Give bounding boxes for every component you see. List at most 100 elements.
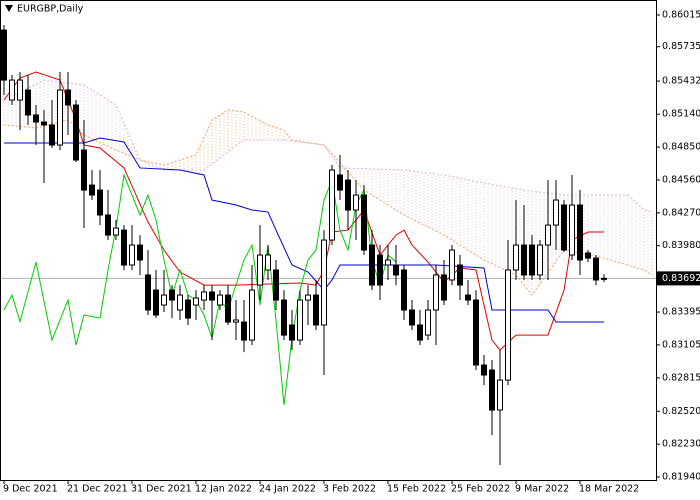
candle-body	[193, 297, 199, 306]
y-tick-label: 0.83980	[662, 240, 700, 251]
y-tick-label: 0.82520	[662, 406, 700, 417]
y-tick-label: 0.85140	[662, 109, 700, 120]
candle-body	[473, 299, 479, 366]
candle-body	[401, 269, 407, 311]
y-tick-label: 0.83105	[662, 339, 700, 350]
candle-body	[233, 319, 239, 323]
plot-frame	[0, 0, 657, 481]
candle-body	[409, 309, 415, 326]
y-tick-label: 0.82815	[662, 372, 700, 383]
candle-body	[513, 244, 519, 271]
candle-body	[417, 324, 423, 341]
candle-body	[209, 291, 215, 301]
candle-body	[81, 149, 87, 191]
plot-area	[0, 25, 656, 466]
candle-body	[521, 244, 527, 276]
candle-body	[225, 294, 231, 323]
x-tick-label: 15 Feb 2022	[387, 484, 446, 495]
candle-body	[561, 204, 567, 251]
x-tick-label: 21 Dec 2021	[67, 484, 128, 495]
candle-body	[121, 229, 127, 266]
chart-title: EURGBP,Daily	[17, 4, 84, 15]
candle-body	[257, 254, 263, 286]
candle-body	[353, 194, 359, 211]
candle-body	[9, 79, 15, 101]
candle-body	[57, 89, 63, 146]
x-tick-label: 3 Feb 2022	[323, 484, 376, 495]
candle-body	[201, 291, 207, 301]
candle-body	[497, 379, 503, 411]
x-tick-label: 12 Jan 2022	[195, 484, 252, 495]
candle-body	[393, 264, 399, 276]
candle-body	[337, 174, 343, 191]
indicator-line	[3, 79, 653, 213]
candle-body	[529, 244, 535, 276]
candle-body	[441, 274, 447, 301]
candle-body	[129, 244, 135, 266]
candle-body	[89, 184, 95, 196]
candle-body	[449, 249, 455, 281]
candle-body	[569, 204, 575, 256]
candle-body	[481, 364, 487, 376]
symbol-icon	[5, 5, 13, 12]
candle-body	[241, 321, 247, 341]
candle-body	[273, 269, 279, 301]
candle-body	[305, 294, 311, 301]
last-price-label: 0.83692	[662, 273, 700, 284]
y-tick-label: 0.86015	[662, 9, 700, 20]
candle-body	[65, 89, 71, 106]
candle-body	[25, 89, 31, 116]
candle-body	[425, 309, 431, 336]
y-tick-label: 0.84270	[662, 207, 700, 218]
candle-body	[105, 214, 111, 236]
last-price-box	[657, 271, 700, 286]
x-tick-label: 25 Feb 2022	[451, 484, 510, 495]
candle-body	[489, 369, 495, 411]
candle-body	[537, 244, 543, 276]
candle-body	[17, 79, 23, 101]
candle-body	[41, 121, 47, 126]
candle-body	[297, 299, 303, 341]
y-tick-label: 0.85735	[662, 41, 700, 52]
candle-body	[97, 189, 103, 216]
candle-body	[585, 252, 591, 259]
candle-body	[545, 224, 551, 246]
candle-body	[329, 169, 335, 241]
candle-body	[313, 294, 319, 326]
y-tick-label: 0.85432	[662, 76, 700, 87]
candle-body	[169, 289, 175, 301]
candle-body	[601, 277, 607, 280]
candle-body	[33, 114, 39, 123]
candle-body	[217, 294, 223, 306]
x-tick-label: 18 Mar 2022	[579, 484, 639, 495]
candle-body	[345, 179, 351, 211]
candle-body	[145, 274, 151, 311]
candle-body	[593, 257, 599, 281]
candle-body	[49, 124, 55, 146]
y-tick-label: 0.81940	[662, 472, 700, 483]
y-tick-label: 0.82230	[662, 439, 700, 450]
x-tick-label: 9 Mar 2022	[515, 484, 569, 495]
candle-body	[321, 239, 327, 326]
candle-body	[153, 289, 159, 316]
candle-body	[457, 264, 463, 286]
candle-body	[361, 194, 367, 251]
candle-body	[433, 274, 439, 311]
candle-body	[177, 294, 183, 311]
candle-body	[137, 244, 143, 261]
y-tick-label: 0.84560	[662, 174, 700, 185]
candle-body	[289, 324, 295, 341]
y-tick-label: 0.84850	[662, 142, 700, 153]
candle-body	[185, 299, 191, 319]
candle-body	[73, 104, 79, 161]
candle-body	[113, 227, 119, 236]
candle-body	[281, 299, 287, 336]
candle-body	[161, 294, 167, 306]
x-tick-label: 31 Dec 2021	[131, 484, 192, 495]
candle-body	[577, 204, 583, 261]
x-tick-label: 9 Dec 2021	[3, 484, 58, 495]
candle-body	[505, 269, 511, 381]
candle-body	[369, 244, 375, 286]
